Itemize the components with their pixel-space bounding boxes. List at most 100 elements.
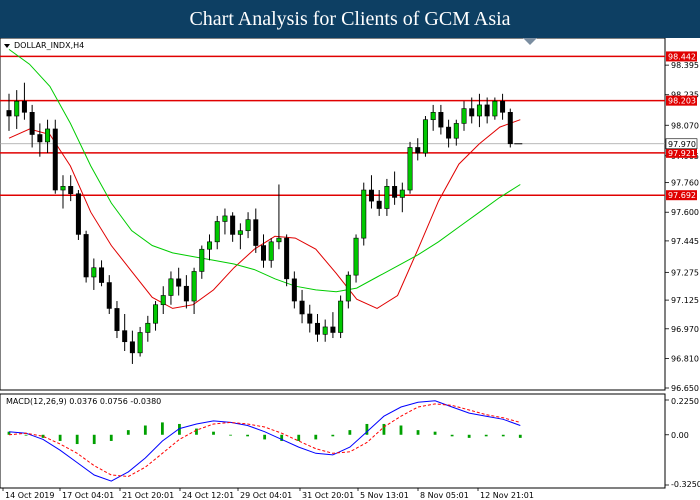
candle-body — [268, 241, 274, 261]
candle-body — [422, 119, 428, 154]
candle-body — [253, 219, 259, 246]
candle-body — [176, 278, 182, 287]
candle-body — [399, 189, 405, 198]
chevron-down-icon[interactable] — [4, 44, 10, 48]
candle-body — [299, 300, 305, 315]
price-tick-label: 98.235 — [671, 91, 699, 100]
macd-histogram-bar — [331, 434, 335, 437]
macd-histogram-bar — [24, 434, 28, 436]
macd-histogram — [7, 422, 522, 445]
level-tag-2: 97.921 — [668, 149, 696, 158]
candle-body — [52, 128, 58, 191]
candle-body — [6, 110, 12, 117]
candle-body — [260, 245, 266, 261]
price-tick-label: 97.125 — [671, 296, 699, 305]
candle-body — [446, 126, 452, 139]
candle-body — [214, 221, 220, 243]
candle-body — [322, 326, 328, 335]
macd-pane-frame — [0, 393, 666, 489]
banner-title: Chart Analysis for Clients of GCM Asia — [189, 7, 511, 30]
macd-histogram-bar — [160, 422, 164, 435]
macd-histogram-bar — [433, 431, 437, 435]
level-tag-3: 97.692 — [668, 191, 696, 200]
candle-body — [168, 278, 174, 296]
macd-histogram-bar — [501, 434, 505, 437]
candle-body — [183, 285, 189, 302]
candle-body — [160, 295, 166, 306]
chart-area: DOLLAR_INDX,H4 98.39598.23598.07097.9059… — [0, 38, 700, 500]
macd-signal-line — [8, 403, 521, 478]
macd-histogram-bar — [75, 434, 79, 445]
price-tags: 98.442 98.203 97.921 97.692 97.970 — [665, 51, 698, 201]
level-tag-3-bg — [666, 190, 697, 201]
candle-body — [353, 237, 359, 276]
candle-body — [199, 248, 205, 272]
macd-histogram-bar — [450, 434, 454, 437]
candle-body — [484, 104, 490, 117]
candle-body — [500, 100, 506, 113]
macd-histogram-bar — [143, 425, 147, 435]
macd-axis: 0.2250 0.00 -0.3250 — [665, 397, 700, 489]
candle-body — [191, 271, 197, 302]
macd-label: MACD(12,26,9) 0.0376 0.0756 -0.0380 — [6, 397, 161, 406]
symbol-label: DOLLAR_INDX,H4 — [14, 41, 84, 50]
price-tick-label: 97.760 — [671, 179, 699, 188]
price-tick-label: 97.600 — [671, 208, 699, 217]
time-tick-label: 8 Nov 05:01 — [420, 491, 469, 500]
current-price-tag-bg — [665, 138, 698, 150]
macd-histogram-bar — [348, 430, 352, 435]
candle-body — [230, 215, 236, 235]
candle-body — [307, 313, 313, 324]
time-tick-label: 12 Nov 21:01 — [480, 491, 534, 500]
candle-body — [83, 234, 89, 278]
macd-tick-label: 0.00 — [671, 431, 689, 440]
macd-histogram-bar — [7, 431, 11, 435]
time-tick-label: 14 Oct 2019 — [5, 491, 54, 500]
macd-histogram-bar — [416, 430, 420, 435]
candle-body — [276, 237, 282, 243]
candle-body — [114, 308, 120, 331]
chart-banner: Chart Analysis for Clients of GCM Asia — [0, 0, 700, 38]
time-tick-label: 5 Nov 13:01 — [360, 491, 409, 500]
level-tag-2-bg — [666, 147, 697, 158]
price-tick-label: 97.275 — [671, 268, 699, 277]
price-tick-label: 97.445 — [671, 237, 699, 246]
candle-body — [330, 326, 336, 333]
candle-body — [153, 304, 159, 324]
macd-histogram-bar — [246, 434, 250, 437]
macd-histogram-bar — [229, 434, 232, 436]
candle-body — [129, 341, 135, 354]
macd-histogram-bar — [92, 434, 96, 445]
macd-main-line — [8, 400, 521, 482]
ma-fast-line — [8, 119, 521, 309]
candle-body — [469, 108, 475, 117]
time-tick-label: 21 Oct 20:01 — [122, 491, 174, 500]
candle-body — [461, 108, 467, 124]
candle-body — [29, 112, 35, 135]
macd-histogram-bar — [58, 434, 62, 441]
macd-histogram-bar — [297, 434, 301, 441]
time-tick-label: 24 Oct 12:01 — [182, 491, 234, 500]
candle-body — [37, 134, 43, 143]
candle-body — [60, 186, 66, 191]
macd-tick-label: 0.2250 — [671, 397, 699, 406]
price-tick-label: 98.395 — [671, 61, 699, 70]
price-pane: DOLLAR_INDX,H4 98.39598.23598.07097.9059… — [0, 38, 699, 393]
candle-body — [291, 278, 297, 302]
candle-body — [245, 219, 251, 232]
price-tick-label: 98.070 — [671, 121, 699, 130]
candle-body — [21, 100, 27, 113]
candle-body — [415, 147, 421, 154]
macd-histogram-bar — [382, 423, 386, 435]
candle-body — [345, 274, 351, 302]
shift-marker-icon — [523, 38, 537, 45]
candle-body — [376, 200, 382, 209]
macd-histogram-bar — [41, 434, 45, 438]
candle-body — [368, 189, 374, 202]
macd-histogram-bar — [212, 431, 215, 435]
level-tag-1: 98.203 — [668, 97, 696, 106]
macd-pane: MACD(12,26,9) 0.0376 0.0756 -0.0380 0.22… — [0, 393, 700, 489]
price-tick-label: 96.650 — [671, 384, 699, 393]
time-tick-label: 17 Oct 04:01 — [62, 491, 114, 500]
candle-body — [14, 100, 20, 117]
